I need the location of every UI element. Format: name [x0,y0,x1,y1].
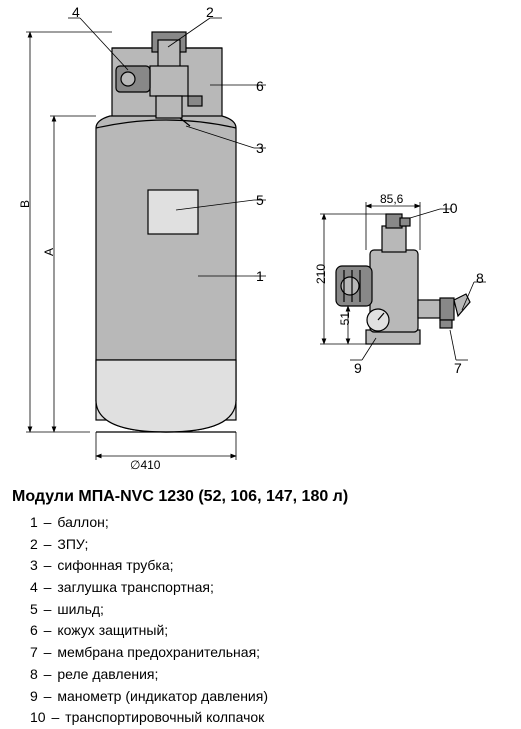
legend-sep: – [38,688,58,704]
legend-sep: – [38,622,58,638]
legend-row-7: 7 – мембрана предохранительная; [30,642,509,664]
callout-10: 10 [442,200,458,216]
module-title: Модули МПА-NVC 1230 (52, 106, 147, 180 л… [0,480,521,512]
callout-6: 6 [256,78,264,94]
legend-num: 4 [30,579,38,595]
legend-text: транспортировочный колпачок [65,709,264,725]
legend-row-2: 2 – ЗПУ; [30,534,509,556]
callout-1: 1 [256,268,264,284]
callout-7: 7 [454,360,462,376]
legend-sep: – [38,666,58,682]
legend-sep: – [38,644,58,660]
dim-210: 210 [314,264,328,284]
legend-row-10: 10 – транспортировочный колпачок [30,707,509,729]
legend-num: 2 [30,536,38,552]
dim-B: B [18,200,32,208]
legend-num: 10 [30,709,46,725]
callout-3: 3 [256,140,264,156]
legend-sep: – [38,601,58,617]
main-cylinder-drawing [96,32,236,432]
callout-4: 4 [72,4,80,20]
callout-9: 9 [354,360,362,376]
legend-row-9: 9 – манометр (индикатор давления) [30,686,509,708]
legend-text: мембрана предохранительная; [57,644,260,660]
legend-text: заглушка транспортная; [57,579,213,595]
legend-num: 6 [30,622,38,638]
legend-num: 5 [30,601,38,617]
technical-drawing-svg [0,0,521,470]
legend-sep: – [38,557,58,573]
detail-valve-drawing [336,214,470,344]
legend-text: кожух защитный; [57,622,168,638]
legend-row-4: 4 – заглушка транспортная; [30,577,509,599]
legend-num: 1 [30,514,38,530]
legend-num: 8 [30,666,38,682]
dim-856: 85,6 [380,192,403,206]
legend-list: 1 – баллон;2 – ЗПУ;3 – сифонная трубка;4… [0,512,521,729]
callout-8: 8 [476,270,484,286]
legend-row-8: 8 – реле давления; [30,664,509,686]
legend-num: 9 [30,688,38,704]
legend-sep: – [38,579,58,595]
dim-A: A [42,248,56,256]
legend-text: сифонная трубка; [57,557,173,573]
legend-sep: – [38,514,58,530]
legend-sep: – [38,536,58,552]
legend-num: 3 [30,557,38,573]
dim-d410: ∅410 [130,458,160,472]
legend-row-1: 1 – баллон; [30,512,509,534]
legend-text: ЗПУ; [57,536,88,552]
legend-text: баллон; [57,514,108,530]
callout-5: 5 [256,192,264,208]
legend-row-6: 6 – кожух защитный; [30,620,509,642]
legend-sep: – [46,709,66,725]
legend-num: 7 [30,644,38,660]
callout-2: 2 [206,4,214,20]
legend-text: манометр (индикатор давления) [57,688,268,704]
legend-row-5: 5 – шильд; [30,599,509,621]
legend-row-3: 3 – сифонная трубка; [30,555,509,577]
dim-51: 51 [338,312,352,325]
diagram-area: 42635110879 B A ∅410 85,6 210 51 [0,0,521,480]
legend-text: шильд; [57,601,104,617]
legend-text: реле давления; [57,666,158,682]
